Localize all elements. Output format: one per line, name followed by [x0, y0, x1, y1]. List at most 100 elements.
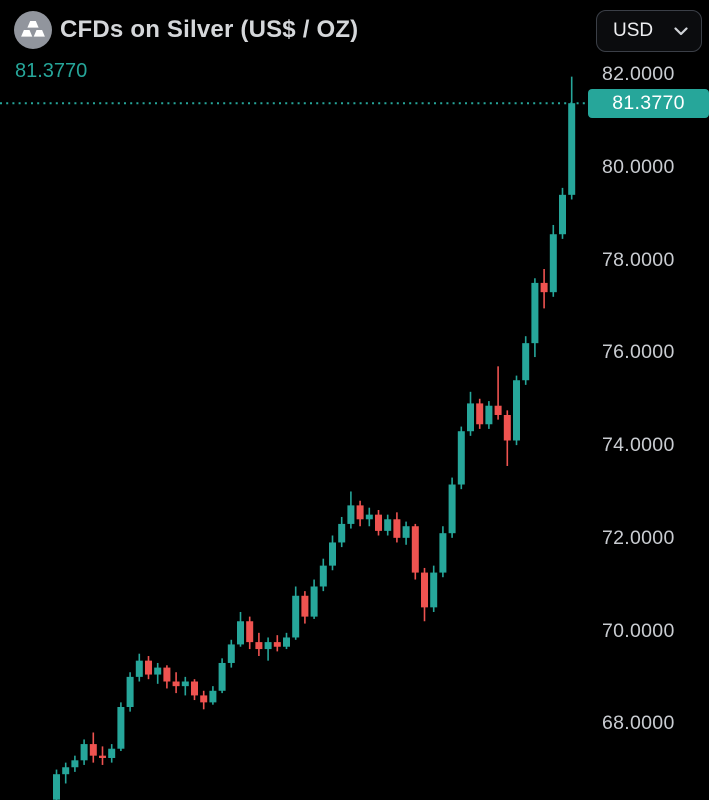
- candle: [421, 567, 428, 622]
- candle: [126, 672, 134, 712]
- candle-body: [246, 621, 254, 643]
- candle-body: [540, 282, 548, 293]
- candle: [430, 565, 438, 612]
- candle: [485, 401, 493, 429]
- header-last-price: 81.3770: [15, 60, 88, 82]
- silver-ingots-icon: [14, 11, 52, 49]
- candle-body: [384, 519, 392, 531]
- candle-body: [80, 744, 88, 761]
- candle-body: [53, 774, 60, 800]
- candle: [338, 516, 346, 548]
- candle-body: [71, 760, 79, 768]
- candle-body: [503, 414, 511, 441]
- candle-body: [145, 660, 152, 675]
- currency-dropdown-value: USD: [613, 20, 654, 41]
- candle-body: [108, 748, 116, 758]
- candle: [163, 665, 171, 689]
- candle-body: [126, 676, 134, 708]
- candle: [89, 732, 97, 763]
- candle: [356, 500, 364, 527]
- currency-dropdown[interactable]: USD: [596, 10, 702, 52]
- candle-body: [62, 767, 70, 775]
- candle: [494, 366, 502, 420]
- candle-body: [237, 621, 244, 645]
- candle: [319, 558, 327, 592]
- candle-body: [273, 642, 281, 647]
- candle-body: [209, 690, 217, 703]
- candle-body: [338, 523, 346, 543]
- candle-body: [292, 595, 300, 638]
- candle: [209, 686, 217, 705]
- candle-body: [365, 514, 373, 520]
- candle: [117, 702, 125, 752]
- candle-body: [375, 514, 382, 531]
- candle-body: [347, 505, 355, 524]
- candle: [80, 739, 88, 765]
- candle: [503, 410, 511, 466]
- candle: [559, 187, 566, 239]
- candle-body: [421, 572, 428, 608]
- candle-body: [191, 681, 198, 696]
- candle: [227, 639, 235, 668]
- candle-body: [172, 681, 180, 687]
- candle: [439, 526, 447, 578]
- chevron-down-icon: [674, 26, 688, 35]
- candle: [135, 653, 143, 682]
- candle: [411, 523, 419, 580]
- candle: [310, 579, 318, 619]
- candle: [402, 521, 410, 545]
- candle-body: [559, 194, 566, 235]
- candle-body: [99, 755, 106, 758]
- candle: [62, 762, 70, 784]
- candle: [200, 690, 208, 710]
- candle-body: [227, 644, 235, 663]
- candle: [255, 632, 263, 657]
- candle-body: [467, 403, 474, 432]
- candle-body: [531, 282, 539, 344]
- candle: [448, 477, 456, 538]
- candle-body: [402, 526, 410, 538]
- candle-body: [154, 667, 162, 675]
- candle: [191, 679, 198, 701]
- candle: [384, 514, 392, 536]
- candle: [237, 611, 244, 647]
- candle: [476, 398, 484, 429]
- candle: [467, 391, 474, 436]
- candle-body: [411, 526, 419, 573]
- candle: [53, 769, 60, 800]
- candle: [347, 491, 355, 529]
- candle-body: [310, 586, 318, 617]
- candle: [218, 658, 226, 694]
- candle-body: [439, 533, 447, 573]
- candle: [246, 616, 254, 650]
- candle: [549, 224, 557, 297]
- candle-body: [393, 519, 401, 538]
- candle-body: [319, 565, 327, 587]
- candle: [292, 586, 300, 640]
- candle: [181, 676, 189, 696]
- candle: [393, 512, 401, 543]
- candle-body: [522, 343, 530, 381]
- candle: [283, 632, 290, 650]
- candle-body: [356, 505, 364, 520]
- candle: [264, 637, 272, 661]
- silver-ingots-glyph: [21, 21, 45, 37]
- symbol-title: CFDs on Silver (US$ / OZ): [60, 16, 359, 43]
- candle-body: [494, 405, 502, 415]
- candle: [329, 535, 336, 571]
- candle-body: [89, 744, 97, 756]
- candle-body: [200, 695, 208, 703]
- candle: [513, 375, 520, 446]
- candle: [365, 507, 373, 527]
- candle: [457, 426, 465, 490]
- candle: [154, 662, 162, 684]
- candle-body: [549, 234, 557, 293]
- candle-body: [283, 637, 290, 647]
- candle-body: [135, 660, 143, 677]
- candle: [568, 76, 576, 200]
- candle: [71, 755, 79, 772]
- candle-body: [264, 642, 272, 650]
- candle: [99, 746, 106, 765]
